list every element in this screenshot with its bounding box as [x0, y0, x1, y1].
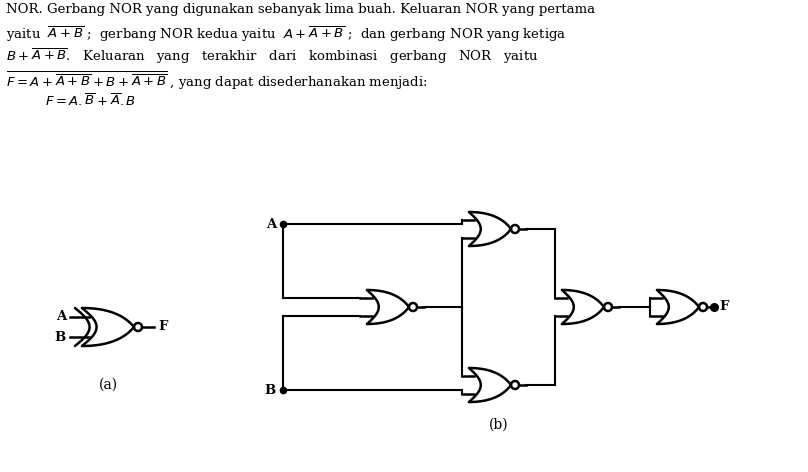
Text: NOR. Gerbang NOR yang digunakan sebanyak lima buah. Keluaran NOR yang pertama: NOR. Gerbang NOR yang digunakan sebanyak…: [6, 3, 595, 16]
Text: A: A: [266, 218, 276, 230]
Text: A: A: [56, 310, 66, 323]
Text: B: B: [265, 383, 276, 396]
Text: $B+\overline{A+B}$.   Keluaran   yang   terakhir   dari   kombinasi   gerbang   : $B+\overline{A+B}$. Keluaran yang terakh…: [6, 47, 538, 66]
Text: yaitu  $\overline{A+B}$ ;  gerbang NOR kedua yaitu  $A+\overline{A+B}$ ;  dan ge: yaitu $\overline{A+B}$ ; gerbang NOR ked…: [6, 25, 566, 44]
Text: (a): (a): [99, 378, 117, 392]
Text: (b): (b): [489, 418, 508, 432]
Text: $\overline{F=A+\overline{A+B}+B+\overline{A+B}}$ , yang dapat disederhanakan men: $\overline{F=A+\overline{A+B}+B+\overlin…: [6, 69, 427, 92]
Text: $F = A.\overline{B} + \overline{A}.B$: $F = A.\overline{B} + \overline{A}.B$: [45, 93, 137, 109]
Text: F: F: [158, 320, 167, 334]
Text: B: B: [55, 331, 66, 344]
Text: F: F: [719, 301, 728, 313]
